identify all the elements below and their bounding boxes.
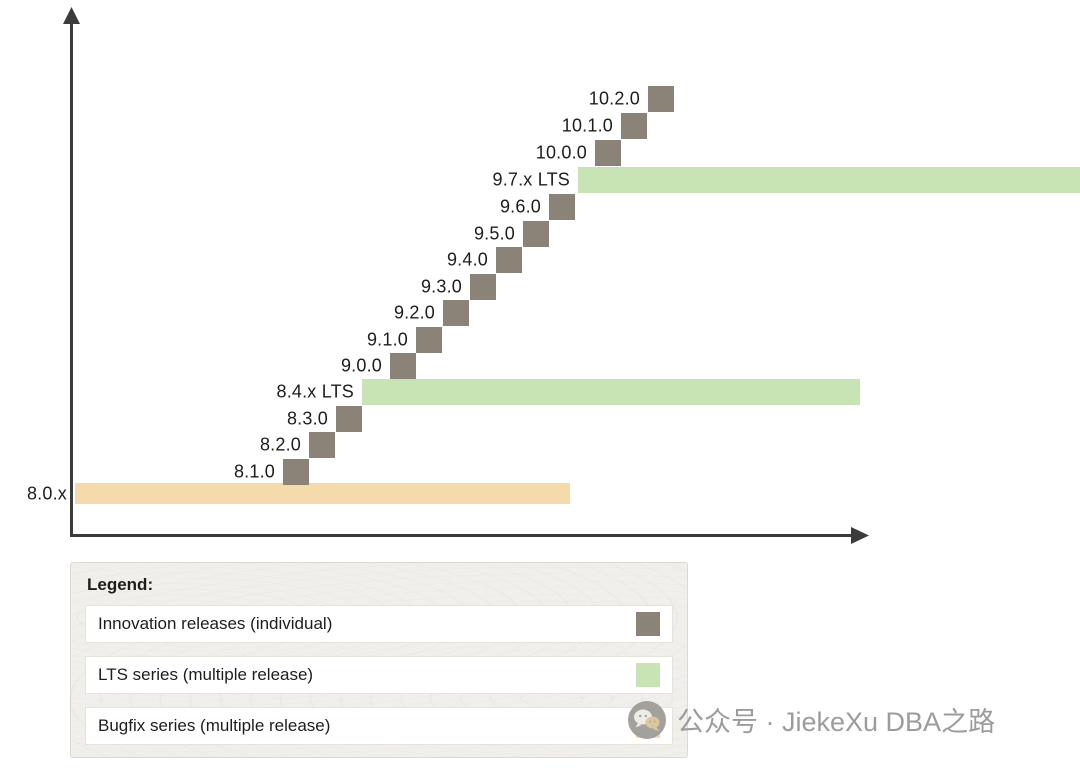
legend-row-lts: LTS series (multiple release) xyxy=(85,656,673,694)
release-bar-9.3.0 xyxy=(470,274,496,300)
release-bar-8.2.0 xyxy=(309,432,335,458)
legend-row-innovation: Innovation releases (individual) xyxy=(85,605,673,643)
release-bar-10.0.0 xyxy=(595,140,621,166)
release-plot: 8.0.x 8.1.0 8.2.0 8.3.0 8.4.x LTS 9.0.0 9.1.0 9… xyxy=(26,86,1080,504)
release-label-9.1.0: 9.1.0 xyxy=(366,329,408,350)
release-bar-10.1.0 xyxy=(621,113,647,139)
release-bar-9.2.0 xyxy=(443,300,469,326)
release-label-8.4.x-lts: 8.4.x LTS xyxy=(276,381,354,402)
legend-swatch-lts xyxy=(636,663,660,687)
release-bar-8.4.x-lts xyxy=(362,379,860,405)
release-bar-9.1.0 xyxy=(416,327,442,353)
release-label-10.1.0: 10.1.0 xyxy=(561,115,613,136)
release-label-10.2.0: 10.2.0 xyxy=(588,88,640,109)
release-label-9.5.0: 9.5.0 xyxy=(473,223,515,244)
release-bar-10.2.0 xyxy=(648,86,674,112)
release-bar-8.1.0 xyxy=(283,459,309,485)
release-bar-9.0.0 xyxy=(390,353,416,379)
release-label-10.0.0: 10.0.0 xyxy=(535,142,587,163)
legend-label-innovation: Innovation releases (individual) xyxy=(98,614,333,633)
legend-label-bugfix: Bugfix series (multiple release) xyxy=(98,716,331,735)
watermark: 公众号 · JiekeXu DBA之路 xyxy=(628,700,995,739)
release-bar-9.7.x-lts xyxy=(578,167,1080,193)
x-axis-arrow-icon xyxy=(851,527,869,544)
wechat-icon xyxy=(628,700,666,739)
chart-axes xyxy=(63,7,869,544)
release-label-8.3.0: 8.3.0 xyxy=(286,408,328,429)
release-bar-9.5.0 xyxy=(523,221,549,247)
release-label-8.0.x: 8.0.x xyxy=(26,483,67,503)
legend-title: Legend: xyxy=(87,575,154,594)
release-label-9.6.0: 9.6.0 xyxy=(499,196,541,217)
release-label-8.2.0: 8.2.0 xyxy=(259,434,301,455)
release-label-9.3.0: 9.3.0 xyxy=(420,276,462,297)
release-label-9.4.0: 9.4.0 xyxy=(446,249,488,270)
release-bar-9.4.0 xyxy=(496,247,522,273)
release-label-9.7.x-lts: 9.7.x LTS xyxy=(492,169,570,190)
release-label-9.2.0: 9.2.0 xyxy=(393,302,435,323)
legend-swatch-innovation xyxy=(636,612,660,636)
legend-panel: Legend: Innovation releases (individual)… xyxy=(70,562,688,758)
release-bar-8.3.0 xyxy=(336,406,362,432)
release-bar-8.0.x xyxy=(75,483,570,504)
watermark-text: 公众号 · JiekeXu DBA之路 xyxy=(677,707,996,737)
release-bar-9.6.0 xyxy=(549,194,575,220)
legend-label-lts: LTS series (multiple release) xyxy=(98,665,314,684)
y-axis-arrow-icon xyxy=(63,7,80,24)
release-label-8.1.0: 8.1.0 xyxy=(233,461,275,482)
legend-row-bugfix: Bugfix series (multiple release) xyxy=(85,707,673,745)
release-label-9.0.0: 9.0.0 xyxy=(340,355,382,376)
